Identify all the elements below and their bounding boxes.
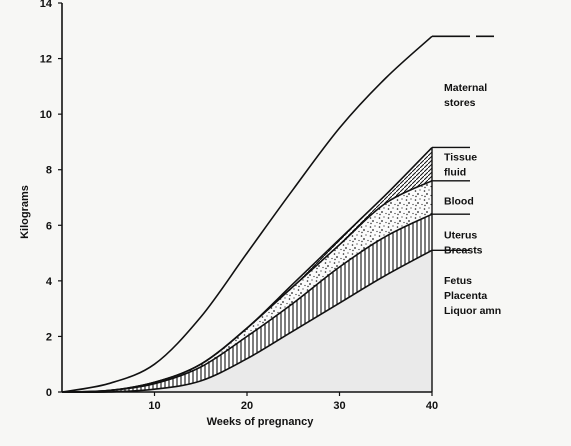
curve-tissue-fluid [61,146,433,393]
series-label-fetus-placenta-liquor-amn: Placenta [444,290,487,302]
x-tick-label: 30 [333,400,345,412]
series-label-maternal-stores: stores [444,97,476,109]
curve-maternal-stores [61,35,433,393]
band-fetus-placenta-liquor-amn [62,250,432,393]
series-label-blood: Blood [444,195,474,207]
y-tick-label: 10 [40,109,52,121]
series-label-tissue-fluid: Tissue [444,152,477,164]
series-label-fetus-placenta-liquor-amn: Fetus [444,275,472,287]
series-label-uterus-breasts: Breasts [444,244,483,256]
y-tick-label: 6 [46,220,52,232]
x-tick-label: 10 [148,400,160,412]
y-tick-label: 4 [46,276,53,288]
band-blood [62,180,432,392]
x-axis-title: Weeks of pregnancy [207,416,315,428]
series-label-maternal-stores: Maternal [444,82,487,94]
y-tick-label: 0 [46,387,52,399]
series-label-tissue-fluid: fluid [444,167,466,179]
y-tick-label: 14 [40,0,53,10]
series-label-fetus-placenta-liquor-amn: Liquor amn [444,305,501,317]
y-tick-label: 8 [46,165,52,177]
y-axis-title: Kilograms [19,185,31,239]
series-label-uterus-breasts: Uterus [444,229,477,241]
x-tick-label: 40 [426,400,438,412]
x-tick-label: 20 [241,400,253,412]
y-tick-label: 2 [46,331,52,343]
y-tick-label: 12 [40,54,52,66]
